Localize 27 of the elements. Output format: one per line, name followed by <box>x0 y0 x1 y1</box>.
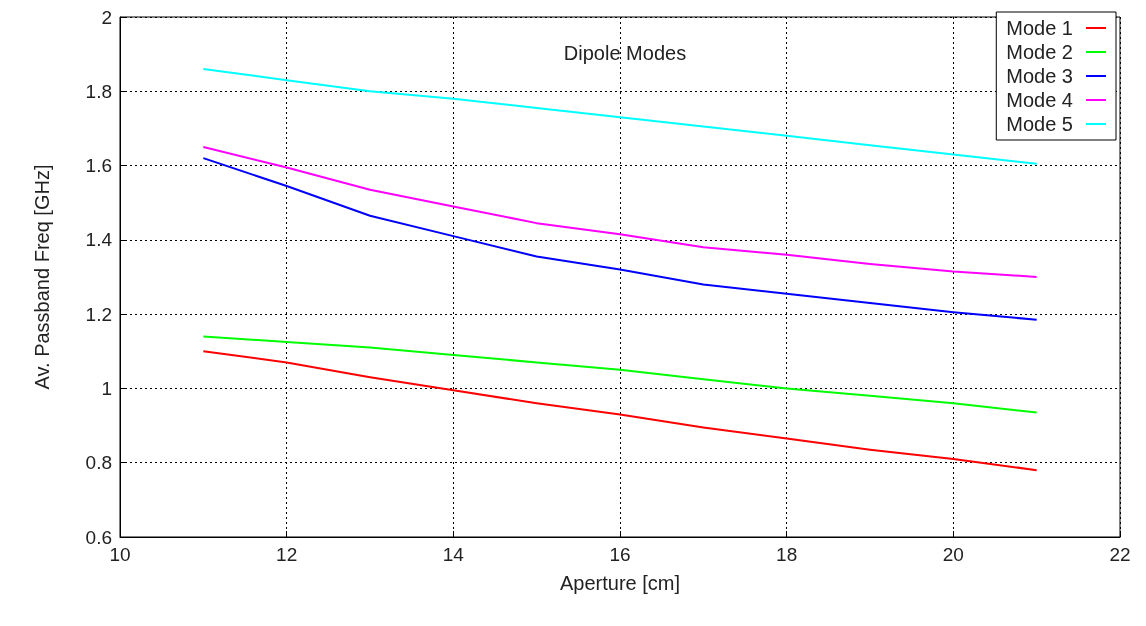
x-tick-label: 12 <box>276 544 298 565</box>
y-tick-label: 1.2 <box>85 303 112 325</box>
y-axis-title: Av. Passband Freq [GHz] <box>31 164 53 390</box>
y-tick-label: 1.6 <box>85 155 112 177</box>
y-tick-label: 0.6 <box>85 526 112 548</box>
legend-label: Mode 2 <box>1006 41 1073 63</box>
y-tick-label: 0.8 <box>85 452 112 474</box>
x-tick-label: 10 <box>109 544 131 565</box>
legend-label: Mode 3 <box>1006 65 1073 87</box>
x-tick-label: 14 <box>442 544 465 565</box>
x-tick-label: 22 <box>1109 544 1131 565</box>
legend-label: Mode 4 <box>1006 89 1073 111</box>
y-tick-label: 1.8 <box>85 80 112 102</box>
y-tick-label: 1 <box>101 377 112 399</box>
text: Dipole Modes <box>563 42 687 64</box>
y-tick-label: 2 <box>101 6 112 28</box>
line-series <box>202 335 1038 414</box>
line-series <box>202 350 1038 472</box>
x-axis-title: Aperture [cm] <box>559 572 681 594</box>
line-series <box>202 146 1038 278</box>
y-tick-label: 1.4 <box>85 229 113 251</box>
legend-label: Mode 1 <box>1006 17 1073 39</box>
x-tick-label: 16 <box>609 544 631 565</box>
legend-label: Mode 5 <box>1006 113 1073 135</box>
x-tick-label: 20 <box>942 544 964 565</box>
x-tick-label: 18 <box>776 544 798 565</box>
line-series <box>202 157 1038 321</box>
